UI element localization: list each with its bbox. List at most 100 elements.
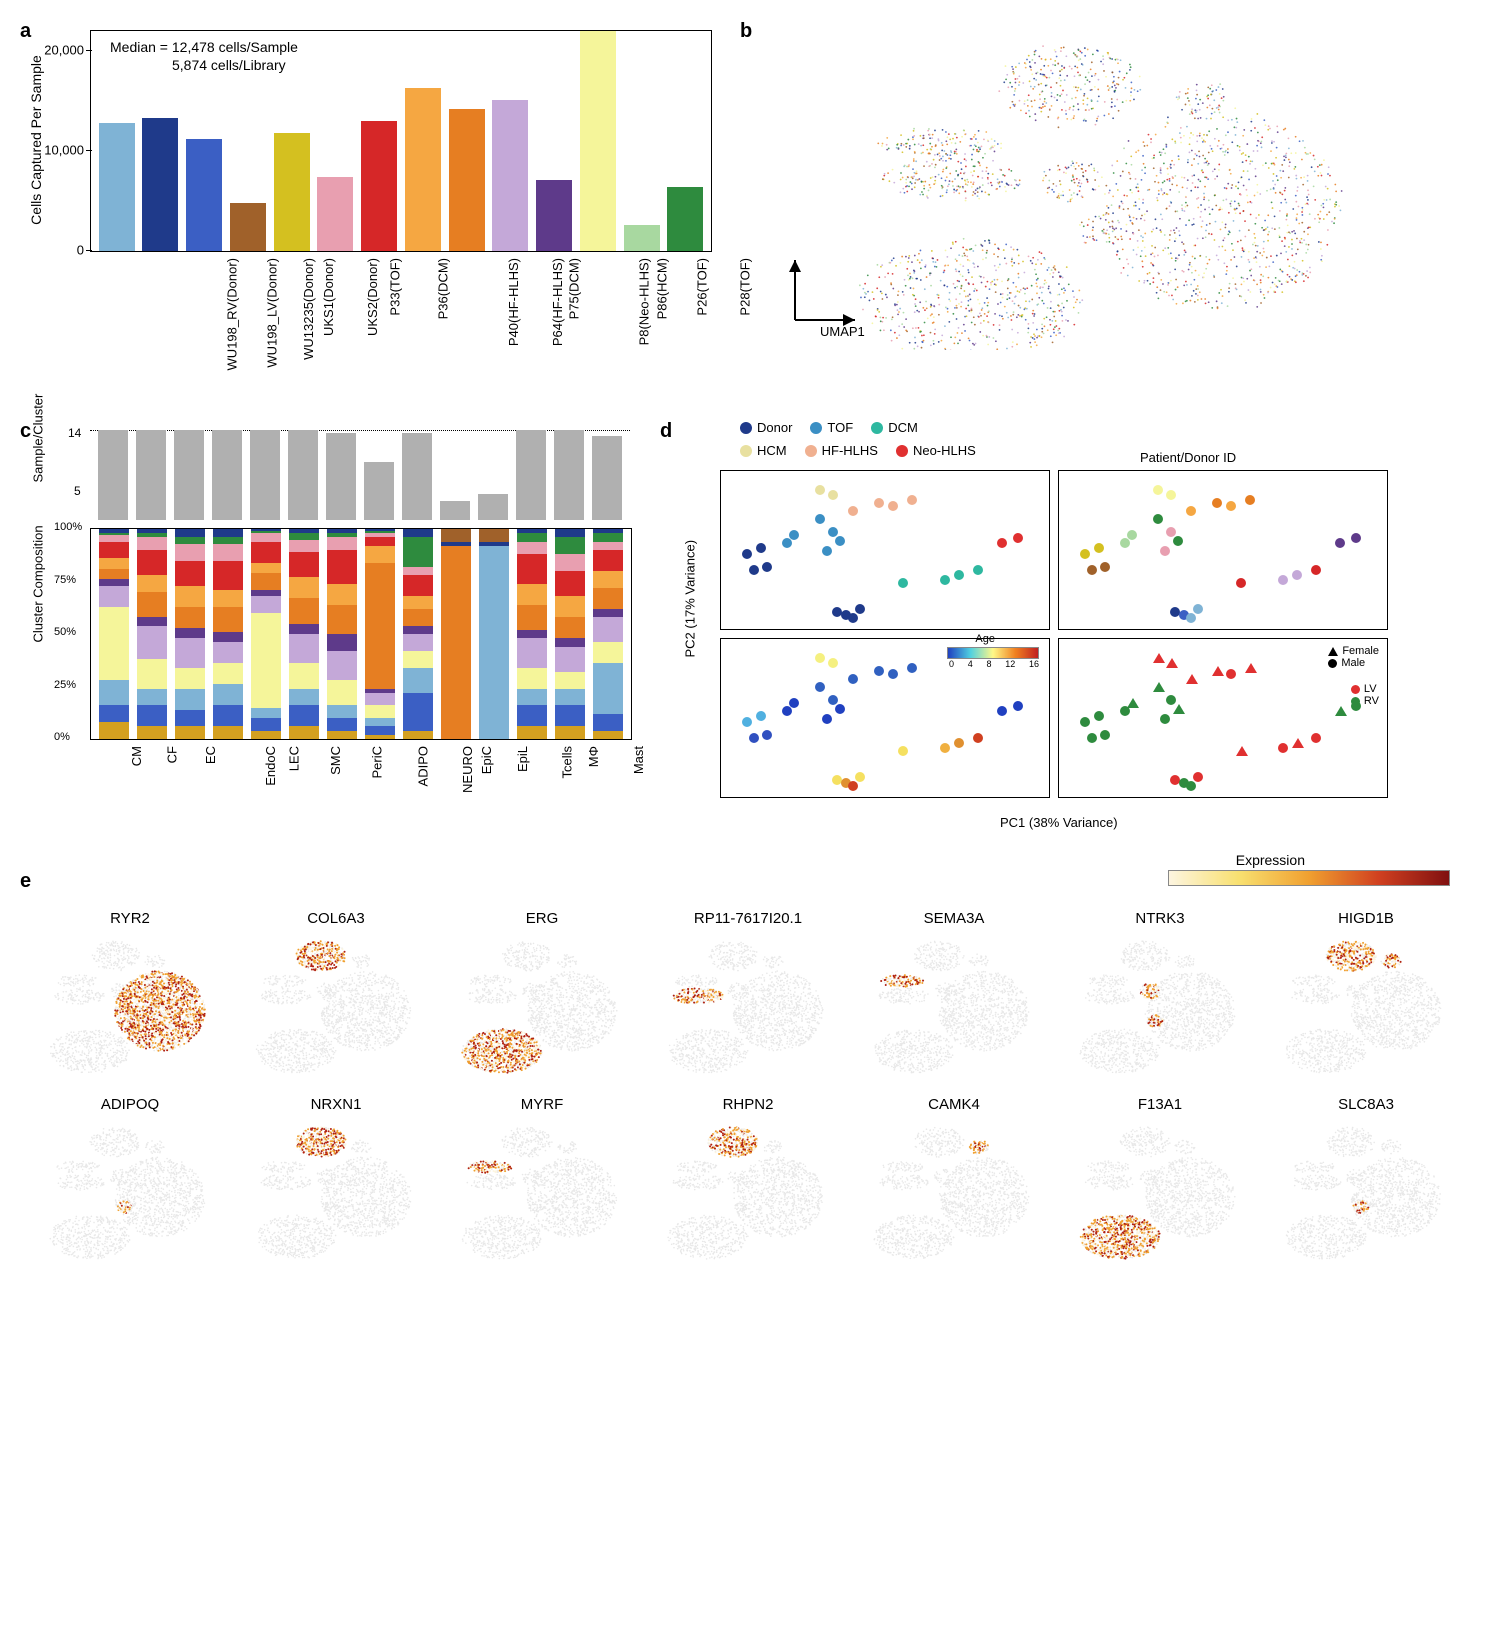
stack-col-10 <box>479 529 509 739</box>
xlabel-a-3: UKS1(Donor) <box>321 258 336 336</box>
pca-point-2 <box>749 565 759 575</box>
stack-seg-5-0 <box>289 726 319 739</box>
stack-seg-9-11 <box>441 542 471 546</box>
stack-col-5 <box>289 529 319 739</box>
stack-seg-7-2 <box>365 718 395 726</box>
age-label: Age <box>975 633 995 645</box>
stack-seg-8-7 <box>403 596 433 609</box>
stack-seg-4-8 <box>251 542 281 563</box>
pca-point-18 <box>815 485 825 495</box>
dotted-14-line <box>90 430 630 431</box>
pca-point-8 <box>782 706 792 716</box>
stack-seg-5-7 <box>289 577 319 598</box>
ctop-bar-12 <box>554 430 584 520</box>
cbot-ytick-2: 50% <box>54 626 76 638</box>
stack-seg-8-8 <box>403 575 433 596</box>
xlabel-c-1: CF <box>164 746 179 763</box>
stack-seg-2-10 <box>175 537 205 543</box>
stack-seg-12-1 <box>555 705 585 726</box>
pca-point-19 <box>828 490 838 500</box>
pca-point-24 <box>997 538 1007 548</box>
stack-seg-7-5 <box>365 689 395 693</box>
pca-point-14 <box>898 578 908 588</box>
stack-seg-3-9 <box>213 544 243 561</box>
bar-11 <box>580 31 616 251</box>
pca-y-label: PC2 (17% Variance) <box>683 540 698 658</box>
pca-box-age: Age 0481216 <box>720 638 1050 798</box>
xlabel-a-0: WU198_RV(Donor) <box>224 258 239 370</box>
stack-seg-13-4 <box>593 617 623 642</box>
xlabel-a-12: P26(TOF) <box>694 258 709 316</box>
stack-seg-8-3 <box>403 651 433 668</box>
stack-seg-7-1 <box>365 726 395 734</box>
pca-point-24 <box>997 706 1007 716</box>
panel-a-yaxis: 010,00020,000 <box>20 30 88 250</box>
stack-seg-0-10 <box>99 533 129 535</box>
pca-point-18 <box>1153 485 1163 495</box>
pca-point-3 <box>1100 562 1110 572</box>
gene-umap <box>648 1117 838 1267</box>
gene-title: F13A1 <box>1060 1096 1260 1113</box>
legend-dot <box>896 445 908 457</box>
stack-seg-4-6 <box>251 573 281 590</box>
pca-point-3 <box>762 730 772 740</box>
stack-seg-10-11 <box>479 542 509 546</box>
xlabel-c-3: EndoC <box>263 746 278 786</box>
stack-seg-8-10 <box>403 537 433 566</box>
ctop-bar-2 <box>174 430 204 520</box>
stack-seg-2-3 <box>175 668 205 689</box>
stack-col-13 <box>593 529 623 739</box>
stack-seg-3-5 <box>213 632 243 643</box>
ctop-tick-14: 14 <box>68 426 81 440</box>
pca-point-9 <box>789 698 799 708</box>
pca-point-23 <box>1245 663 1257 673</box>
gene-grid: RYR2COL6A3ERGRP11-7617I20.1SEMA3ANTRK3HI… <box>30 910 1466 1276</box>
xlabel-c-0: CM <box>129 746 144 766</box>
stack-seg-10-12 <box>479 529 509 542</box>
gene-cell-NRXN1: NRXN1 <box>236 1096 436 1276</box>
gene-cell-COL6A3: COL6A3 <box>236 910 436 1090</box>
ytick-a-0: 0 <box>77 243 84 258</box>
stack-seg-4-1 <box>251 718 281 731</box>
xlabel-c-7: ADIPO <box>415 746 430 786</box>
panel-label-b: b <box>740 20 752 43</box>
stack-col-12 <box>555 529 585 739</box>
stack-seg-6-2 <box>327 705 357 718</box>
pca-box-ventricle: FemaleMale LVRV <box>1058 638 1388 798</box>
stack-col-0 <box>99 529 129 739</box>
pca-point-1 <box>756 543 766 553</box>
legend-label: HCM <box>757 443 787 458</box>
stack-seg-7-9 <box>365 533 395 537</box>
ctop-bar-1 <box>136 430 166 520</box>
pca-point-7 <box>1186 613 1196 623</box>
stack-seg-0-1 <box>99 705 129 722</box>
stack-seg-1-4 <box>137 626 167 660</box>
pca-point-18 <box>1153 653 1165 663</box>
pca-point-19 <box>1166 658 1178 668</box>
gene-title: RHPN2 <box>648 1096 848 1113</box>
pca-point-23 <box>907 663 917 673</box>
legend-item-HCM: HCM <box>740 443 787 458</box>
pca-point-16 <box>1292 738 1304 748</box>
pca-box-patient <box>1058 470 1388 630</box>
stack-seg-5-11 <box>289 529 319 533</box>
stack-seg-1-1 <box>137 705 167 726</box>
gene-title: COL6A3 <box>236 910 436 927</box>
stack-seg-6-3 <box>327 680 357 705</box>
stack-seg-13-7 <box>593 571 623 588</box>
pca-point-12 <box>822 546 832 556</box>
stack-seg-9-12 <box>441 529 471 542</box>
legend-dot <box>740 445 752 457</box>
stack-seg-7-10 <box>365 531 395 533</box>
pca-point-16 <box>1292 570 1302 580</box>
stack-col-1 <box>137 529 167 739</box>
stack-seg-8-0 <box>403 731 433 739</box>
stack-seg-1-10 <box>137 533 167 537</box>
pca-point-0 <box>742 717 752 727</box>
stack-seg-7-3 <box>365 705 395 718</box>
gene-title: NRXN1 <box>236 1096 436 1113</box>
pca-point-16 <box>954 738 964 748</box>
pca-point-22 <box>888 501 898 511</box>
stack-seg-4-9 <box>251 533 281 541</box>
panel-b: b UMAP1 UMAP2 <box>740 20 1440 400</box>
